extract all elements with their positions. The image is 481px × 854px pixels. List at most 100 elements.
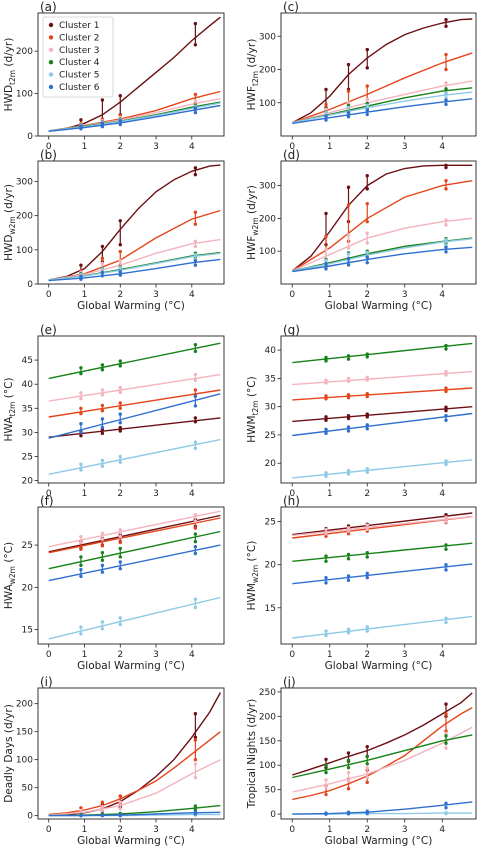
x-tick: 2 (117, 819, 123, 835)
error-point (118, 794, 122, 798)
error-point (346, 532, 351, 536)
error-point (444, 462, 448, 467)
error-point (193, 378, 198, 383)
error-point (365, 765, 369, 770)
error-point (193, 712, 198, 716)
error-point (444, 98, 448, 102)
series-line (48, 438, 221, 475)
series-line (48, 393, 221, 439)
y-tick-label: 20 (22, 477, 34, 487)
y-tick-label: 200 (259, 712, 276, 722)
legend-marker (48, 22, 54, 28)
error-point (444, 515, 448, 520)
x-tick-label: 0 (46, 650, 52, 660)
error-point (324, 559, 328, 563)
error-point (100, 425, 105, 430)
error-point (100, 363, 105, 367)
x-tick: 4 (439, 284, 445, 300)
error-point (193, 244, 198, 249)
error-point (100, 808, 105, 813)
x-tick: 1 (327, 136, 333, 152)
error-point (118, 94, 122, 98)
y-tick: 200 (259, 66, 281, 76)
error-point (118, 454, 122, 459)
x-tick: 1 (327, 644, 333, 660)
error-point (365, 527, 369, 532)
error-point (365, 260, 369, 265)
series-line (48, 373, 221, 402)
error-point (324, 418, 328, 422)
legend-entry: Cluster 2 (48, 33, 100, 43)
series-cluster-4 (48, 530, 221, 570)
x-tick: 3 (153, 136, 159, 152)
y-tick: 20 (265, 459, 281, 469)
x-tick-label: 4 (439, 290, 445, 300)
error-point (324, 575, 328, 580)
y-tick: 150 (16, 728, 38, 738)
error-point (100, 563, 105, 568)
error-point (193, 440, 198, 444)
error-point (346, 101, 351, 105)
y-tick: 25 (265, 431, 281, 441)
series-line (48, 759, 221, 816)
error-point (444, 513, 448, 517)
error-point (324, 763, 328, 767)
y-tick: 300 (16, 178, 38, 188)
error-point (193, 263, 198, 267)
error-point (444, 741, 448, 745)
x-tick-label: 3 (402, 650, 408, 660)
x-tick-label: 3 (402, 142, 408, 152)
error-point (118, 546, 122, 551)
error-point (365, 571, 369, 576)
x-tick: 3 (153, 819, 159, 835)
error-point (193, 110, 198, 115)
error-point (444, 87, 448, 91)
error-point (346, 246, 351, 250)
x-axis-label: Global Warming (°C) (77, 835, 185, 847)
x-tick: 3 (402, 644, 408, 660)
y-axis-label: Tropical Nights (d/yr) (246, 699, 258, 809)
series-line (48, 252, 221, 281)
error-point (79, 406, 83, 410)
x-tick: 2 (364, 644, 370, 660)
y-axis-label: HWDt2m (d/yr) (3, 38, 17, 112)
y-tick: 35 (265, 374, 281, 384)
y-tick-label: 150 (16, 728, 33, 738)
x-tick-label: 2 (364, 825, 370, 835)
axes-frame (280, 335, 477, 484)
x-tick-label: 1 (327, 142, 333, 152)
series-line (292, 370, 473, 386)
y-tick-label: 150 (259, 737, 276, 747)
error-point (365, 355, 369, 359)
x-tick: 3 (402, 284, 408, 300)
x-tick: 4 (189, 136, 195, 152)
x-tick: 3 (153, 483, 159, 499)
series-line (292, 706, 473, 801)
error-point (444, 712, 448, 716)
x-tick: 1 (327, 284, 333, 300)
y-axis-label: HWDw2m (d/yr) (3, 184, 17, 261)
error-point (324, 234, 328, 239)
error-point (365, 629, 369, 633)
error-point (118, 122, 122, 127)
x-tick: 0 (46, 284, 52, 300)
y-tick-label: 35 (265, 374, 276, 384)
error-point (444, 806, 448, 810)
error-point (346, 376, 351, 381)
series-cluster-6 (48, 544, 221, 582)
x-tick: 0 (46, 819, 52, 835)
y-tick-label: 100 (16, 90, 33, 100)
error-point (365, 423, 369, 427)
y-tick-label: 200 (16, 212, 33, 222)
error-point (193, 420, 198, 424)
error-point (193, 99, 198, 103)
axes-frame (37, 12, 225, 137)
y-axis-label: HWAw2m (°C) (3, 542, 17, 609)
panel-label: (i) (40, 675, 53, 689)
x-tick-label: 4 (439, 489, 445, 499)
x-tick-label: 0 (289, 489, 295, 499)
x-tick: 1 (82, 819, 87, 835)
error-point (324, 381, 328, 385)
y-tick-label: 100 (259, 99, 276, 109)
